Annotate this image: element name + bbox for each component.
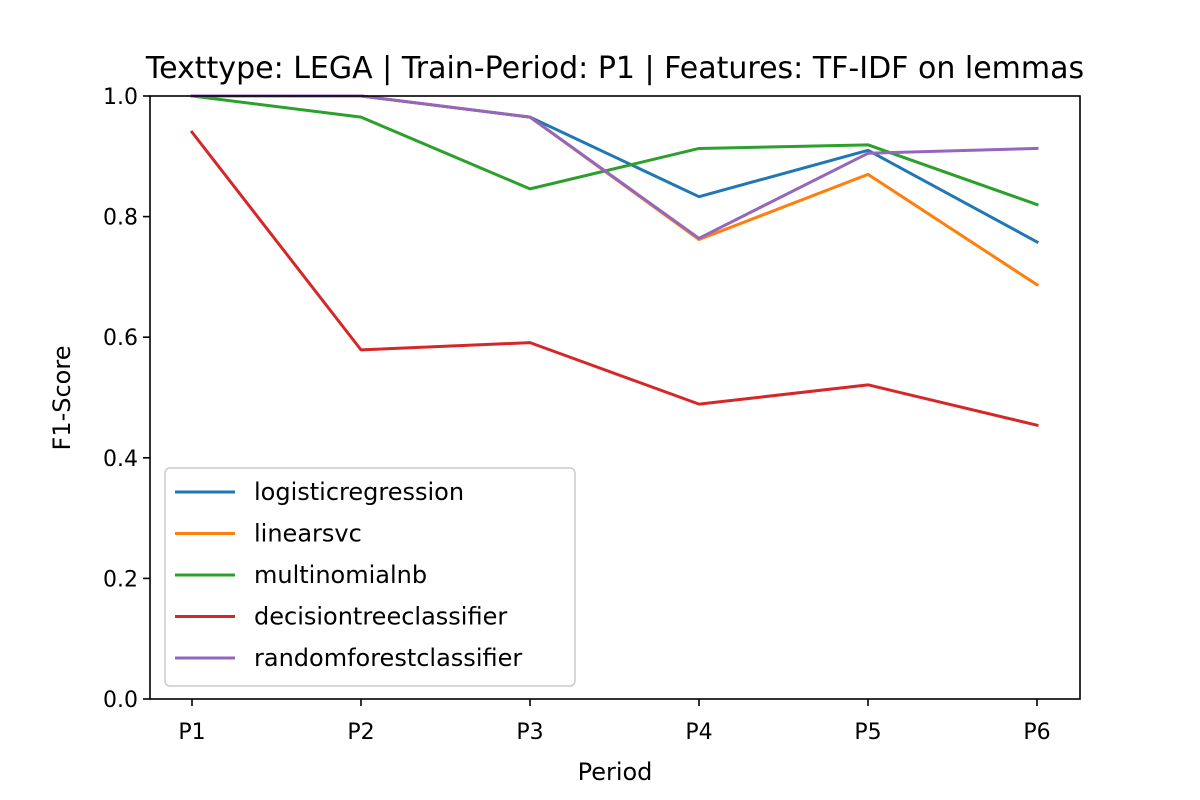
y-axis: 0.0 0.2 0.4 0.6 0.8 1.0 [103, 85, 150, 713]
y-tick-label: 0.2 [103, 567, 138, 592]
y-tick-label: 0.6 [103, 326, 138, 351]
legend-label-multinomialnb: multinomialnb [254, 561, 427, 589]
x-axis: P1 P2 P3 P4 P5 P6 [178, 699, 1050, 745]
y-tick-label: 0.0 [103, 688, 138, 713]
series-line-multinomialnb [192, 96, 1037, 205]
y-tick-label: 1.0 [103, 85, 138, 110]
x-axis-label: Period [578, 758, 653, 786]
legend-label-decisiontreeclassifier: decisiontreeclassifier [254, 603, 507, 631]
legend-label-linearsvc: linearsvc [254, 520, 362, 548]
y-axis-label: F1-Score [48, 346, 76, 451]
x-tick-label: P1 [178, 720, 205, 745]
y-tick-label: 0.8 [103, 206, 138, 231]
x-tick-label: P5 [854, 720, 881, 745]
chart-title: Texttype: LEGA | Train-Period: P1 | Feat… [145, 51, 1084, 86]
y-tick-label: 0.4 [103, 447, 138, 472]
x-tick-label: P4 [685, 720, 712, 745]
x-tick-label: P2 [347, 720, 374, 745]
legend-label-logisticregression: logisticregression [254, 478, 464, 506]
series-line-linearsvc [192, 96, 1037, 285]
legend: logisticregression linearsvc multinomialnb… [165, 468, 575, 686]
plot-lines [192, 96, 1037, 425]
x-tick-label: P6 [1023, 720, 1050, 745]
legend-label-randomforestclassifier: randomforestclassifier [254, 644, 522, 672]
x-tick-label: P3 [516, 720, 543, 745]
